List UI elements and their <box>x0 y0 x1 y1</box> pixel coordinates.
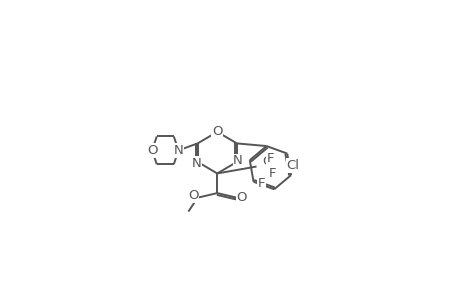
Text: O: O <box>188 189 198 203</box>
Text: F: F <box>269 167 276 180</box>
Text: N: N <box>173 144 183 157</box>
Text: O: O <box>236 191 246 204</box>
Text: O: O <box>146 144 157 157</box>
Text: N: N <box>191 157 201 169</box>
Text: Cl: Cl <box>286 159 299 172</box>
Text: F: F <box>257 177 264 190</box>
Text: F: F <box>266 152 274 165</box>
Text: Cl: Cl <box>261 155 274 168</box>
Text: N: N <box>233 154 242 167</box>
Text: O: O <box>212 125 222 138</box>
